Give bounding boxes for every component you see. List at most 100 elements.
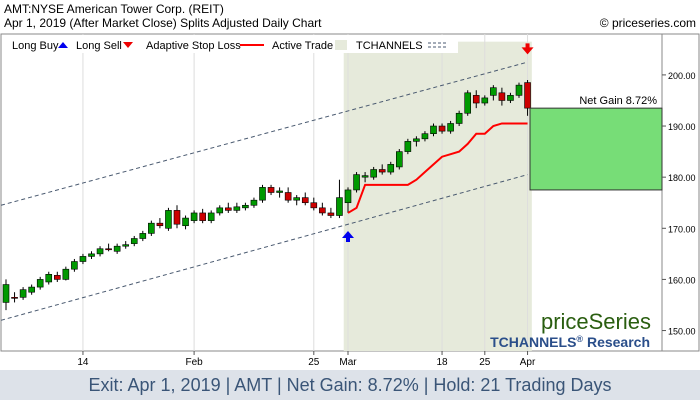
x-tick-label: Mar [339, 357, 357, 368]
brand-subtitle-research: Research [583, 334, 650, 350]
x-tick-label: 18 [436, 357, 448, 368]
x-tick-label: Feb [185, 357, 203, 368]
candle-up [447, 123, 454, 132]
priceseries-logo: priceSeries [541, 309, 651, 334]
candle-up [515, 84, 523, 96]
candle-up [45, 274, 53, 283]
candle-down [472, 95, 480, 104]
candle-down [438, 125, 446, 132]
candle-up [79, 256, 87, 262]
candle-up [122, 244, 129, 247]
candle-up [28, 286, 35, 293]
candle-up [464, 92, 472, 114]
candle-down [301, 197, 309, 204]
candle-down [225, 207, 232, 211]
candle-up [387, 164, 395, 173]
long-sell-arrow-icon [521, 43, 534, 55]
active-trade-legend-swatch [335, 40, 347, 50]
candle-down [105, 248, 112, 251]
candle-up [62, 268, 70, 280]
y-tick-label: 190.00 [668, 122, 696, 132]
candle-up [395, 151, 403, 168]
candle-up [130, 238, 138, 244]
candle-down [319, 207, 326, 214]
adaptive-stop-loss-line [347, 122, 528, 214]
candle-up [430, 125, 437, 135]
copyright-text: © priceseries.com [600, 16, 696, 30]
candle-up [293, 197, 301, 201]
candle-up [139, 233, 147, 239]
candle-down [173, 210, 181, 225]
candle-up [233, 206, 241, 211]
candle-up [88, 253, 95, 257]
candle-down [284, 192, 292, 201]
candle-up [113, 245, 121, 252]
legend-adaptive-stop: Adaptive Stop Loss [146, 40, 241, 52]
candle-down [310, 202, 318, 209]
candle-up [148, 222, 155, 234]
candle-up [404, 141, 412, 152]
legend-long-buy: Long Buy [12, 40, 59, 52]
candle-up [507, 95, 514, 101]
chart-subtitle: Apr 1, 2019 (After Market Close) Splits … [4, 16, 322, 30]
candle-up [413, 138, 420, 142]
candle-up [250, 199, 258, 206]
legend: Long Buy Long Sell Adaptive Stop Loss Ac… [2, 35, 458, 53]
candle-up [207, 212, 215, 221]
candle-up [490, 87, 497, 96]
net-gain-box [529, 107, 663, 191]
candle-up [71, 261, 78, 270]
legend-long-sell: Long Sell [76, 40, 122, 52]
y-tick-label: 180.00 [668, 173, 696, 183]
brand-subtitle-tchannels: TCHANNELS [490, 334, 576, 350]
legend-active-trade: Active Trade [272, 40, 333, 52]
candle-down [11, 297, 18, 299]
x-axis-ticks: 14 Feb 25 Mar 18 25 Apr [77, 351, 536, 368]
candle-up [481, 97, 489, 104]
x-tick-label: 14 [77, 357, 89, 368]
brand-subtitle: TCHANNELS® Research [490, 334, 650, 350]
candle-up [370, 169, 377, 178]
candle-down [199, 212, 206, 221]
x-tick-label: 25 [308, 357, 320, 368]
candle-up [276, 190, 283, 193]
candle-up [96, 248, 104, 255]
candle-up [2, 284, 10, 303]
candle-up [421, 133, 429, 140]
brand-subtitle-registered: ® [576, 334, 583, 344]
legend-tchannels: TCHANNELS [356, 40, 423, 52]
candle-down [524, 82, 531, 109]
candle-up [259, 187, 266, 201]
net-gain-label: Net Gain 8.72% [579, 95, 657, 107]
y-axis-area [661, 33, 700, 352]
x-tick-label: 25 [479, 357, 491, 368]
long-buy-legend-icon [58, 42, 68, 48]
candle-up [361, 175, 369, 178]
candle-up [336, 197, 343, 216]
trade-summary: Exit: Apr 1, 2019 | AMT | Net Gain: 8.72… [89, 375, 612, 395]
y-tick-label: 200.00 [668, 71, 696, 81]
y-axis-ticks: 150.00 160.00 170.00 180.00 190.00 200.00 [662, 71, 696, 337]
candle-down [267, 187, 275, 193]
candle-up [19, 289, 27, 298]
long-sell-legend-icon [123, 42, 133, 48]
active-trade-region [343, 41, 532, 352]
x-tick-label: Apr [520, 357, 536, 368]
plot-area [0, 33, 663, 352]
candle-down [378, 169, 386, 173]
candle-down [156, 222, 164, 227]
candle-down [53, 275, 61, 280]
long-buy-arrow-icon [342, 230, 354, 242]
footer-bar [0, 370, 700, 400]
candle-up [455, 112, 463, 124]
candle-up [165, 210, 172, 229]
candle-up [344, 189, 352, 204]
candle-up [190, 212, 198, 221]
candle-up [36, 279, 44, 288]
candle-up [242, 204, 249, 209]
candle-down [498, 92, 506, 101]
candle-down [327, 212, 335, 216]
candle-up [182, 217, 189, 227]
